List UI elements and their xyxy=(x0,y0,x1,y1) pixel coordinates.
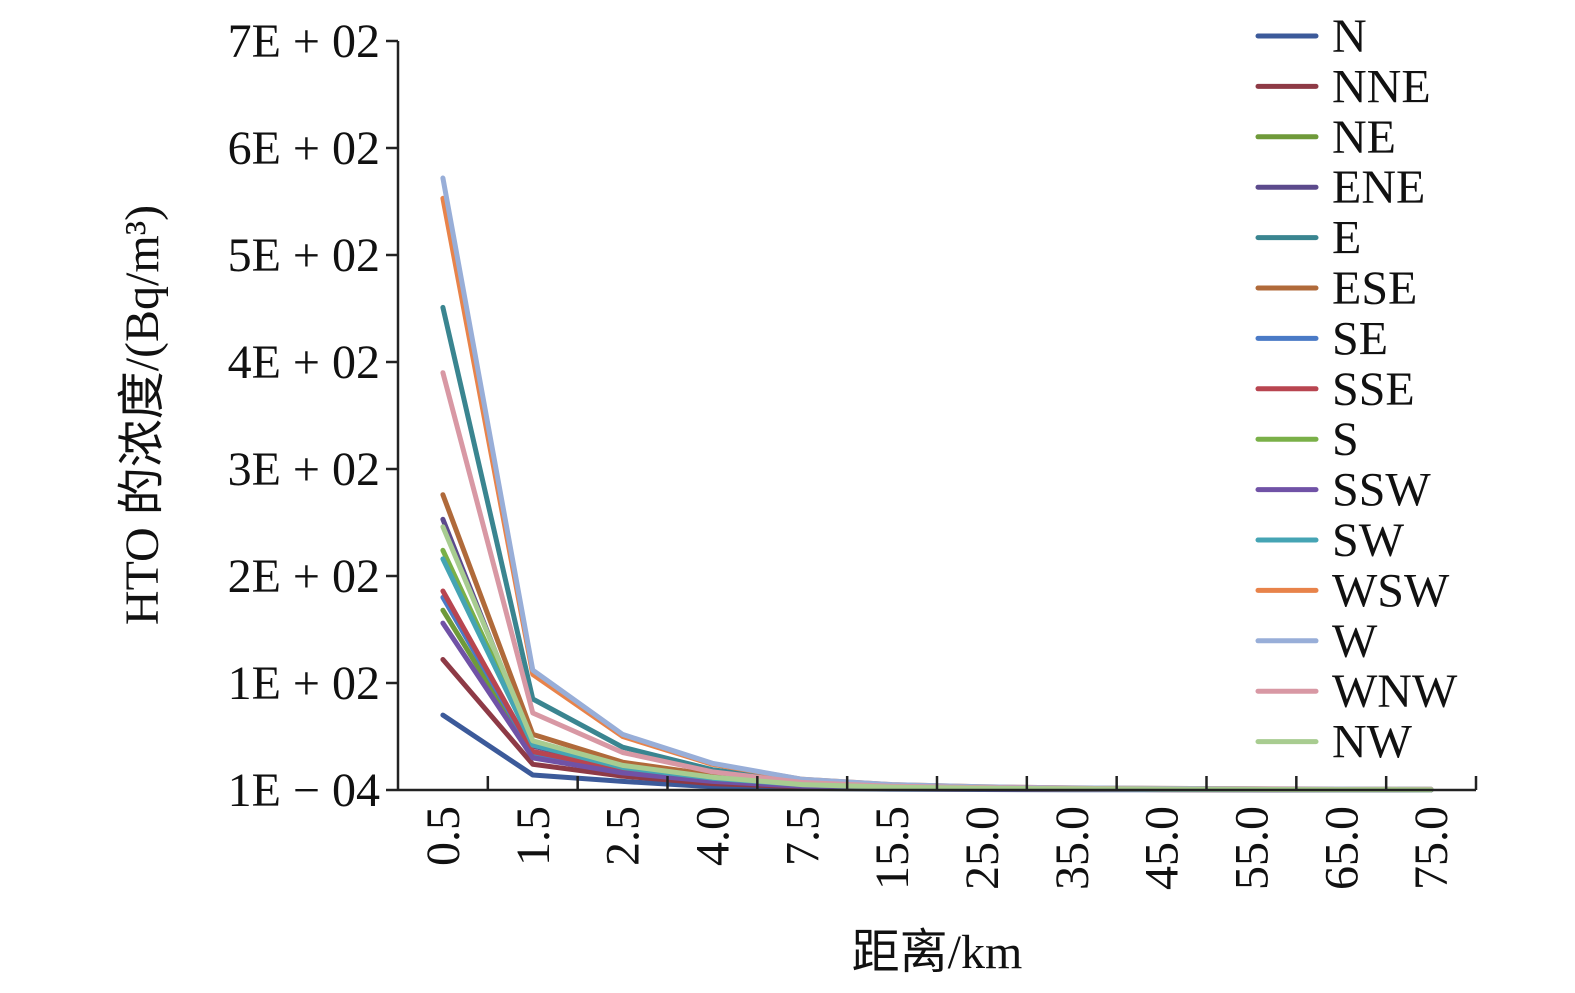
legend-label-sse: SSE xyxy=(1332,363,1415,416)
legend-label-nw: NW xyxy=(1332,716,1413,769)
x-axis-title: 距离/km xyxy=(852,926,1023,979)
x-tick-label: 15.5 xyxy=(866,806,919,890)
series-line-wnw xyxy=(440,370,1434,792)
legend-label-nne: NNE xyxy=(1332,60,1431,113)
y-tick-label: 1E + 02 xyxy=(228,657,380,710)
series-line-ene xyxy=(440,516,1434,793)
x-tick-label: 75.0 xyxy=(1405,806,1458,890)
y-tick-label: 6E + 02 xyxy=(228,122,380,175)
legend-label-n: N xyxy=(1332,10,1367,63)
y-tick-label: 3E + 02 xyxy=(228,443,380,496)
y-axis-title: HTO 的浓度/(Bq/m³) xyxy=(116,205,169,625)
x-tick-label: 25.0 xyxy=(956,806,1009,890)
legend-label-se: SE xyxy=(1332,312,1388,365)
legend-label-w: W xyxy=(1332,615,1378,668)
x-tick-label: 7.5 xyxy=(776,806,829,866)
y-tick-label: 2E + 02 xyxy=(228,550,380,603)
x-tick-label: 0.5 xyxy=(417,806,470,866)
series-line-w xyxy=(440,175,1434,792)
series-lines xyxy=(440,175,1434,793)
y-tick-label: 4E + 02 xyxy=(228,336,380,389)
legend-label-wnw: WNW xyxy=(1332,665,1458,718)
legend-label-sw: SW xyxy=(1332,514,1405,567)
x-tick-label: 35.0 xyxy=(1046,806,1099,890)
x-tick-label: 2.5 xyxy=(597,806,650,866)
legend-label-ne: NE xyxy=(1332,111,1396,164)
legend-label-ese: ESE xyxy=(1332,262,1417,315)
x-tick-label: 4.0 xyxy=(686,806,739,866)
y-tick-label: 7E + 02 xyxy=(228,15,380,68)
legend-label-ssw: SSW xyxy=(1332,464,1431,517)
legend-label-s: S xyxy=(1332,413,1359,466)
y-tick-label: 1E − 04 xyxy=(228,764,380,817)
x-tick-label: 1.5 xyxy=(507,806,560,866)
x-tick-label: 55.0 xyxy=(1225,806,1278,890)
y-tick-label: 5E + 02 xyxy=(228,229,380,282)
x-tick-label: 65.0 xyxy=(1315,806,1368,890)
series-line-nne xyxy=(440,657,1434,793)
legend-label-e: E xyxy=(1332,212,1361,265)
x-tick-label: 45.0 xyxy=(1136,806,1189,890)
axes: 1E − 04 1E + 02 2E + 02 3E + 02 4E + 02 5E + … xyxy=(228,15,1478,890)
legend-label-wsw: WSW xyxy=(1332,564,1450,617)
legend-label-ene: ENE xyxy=(1332,161,1425,214)
